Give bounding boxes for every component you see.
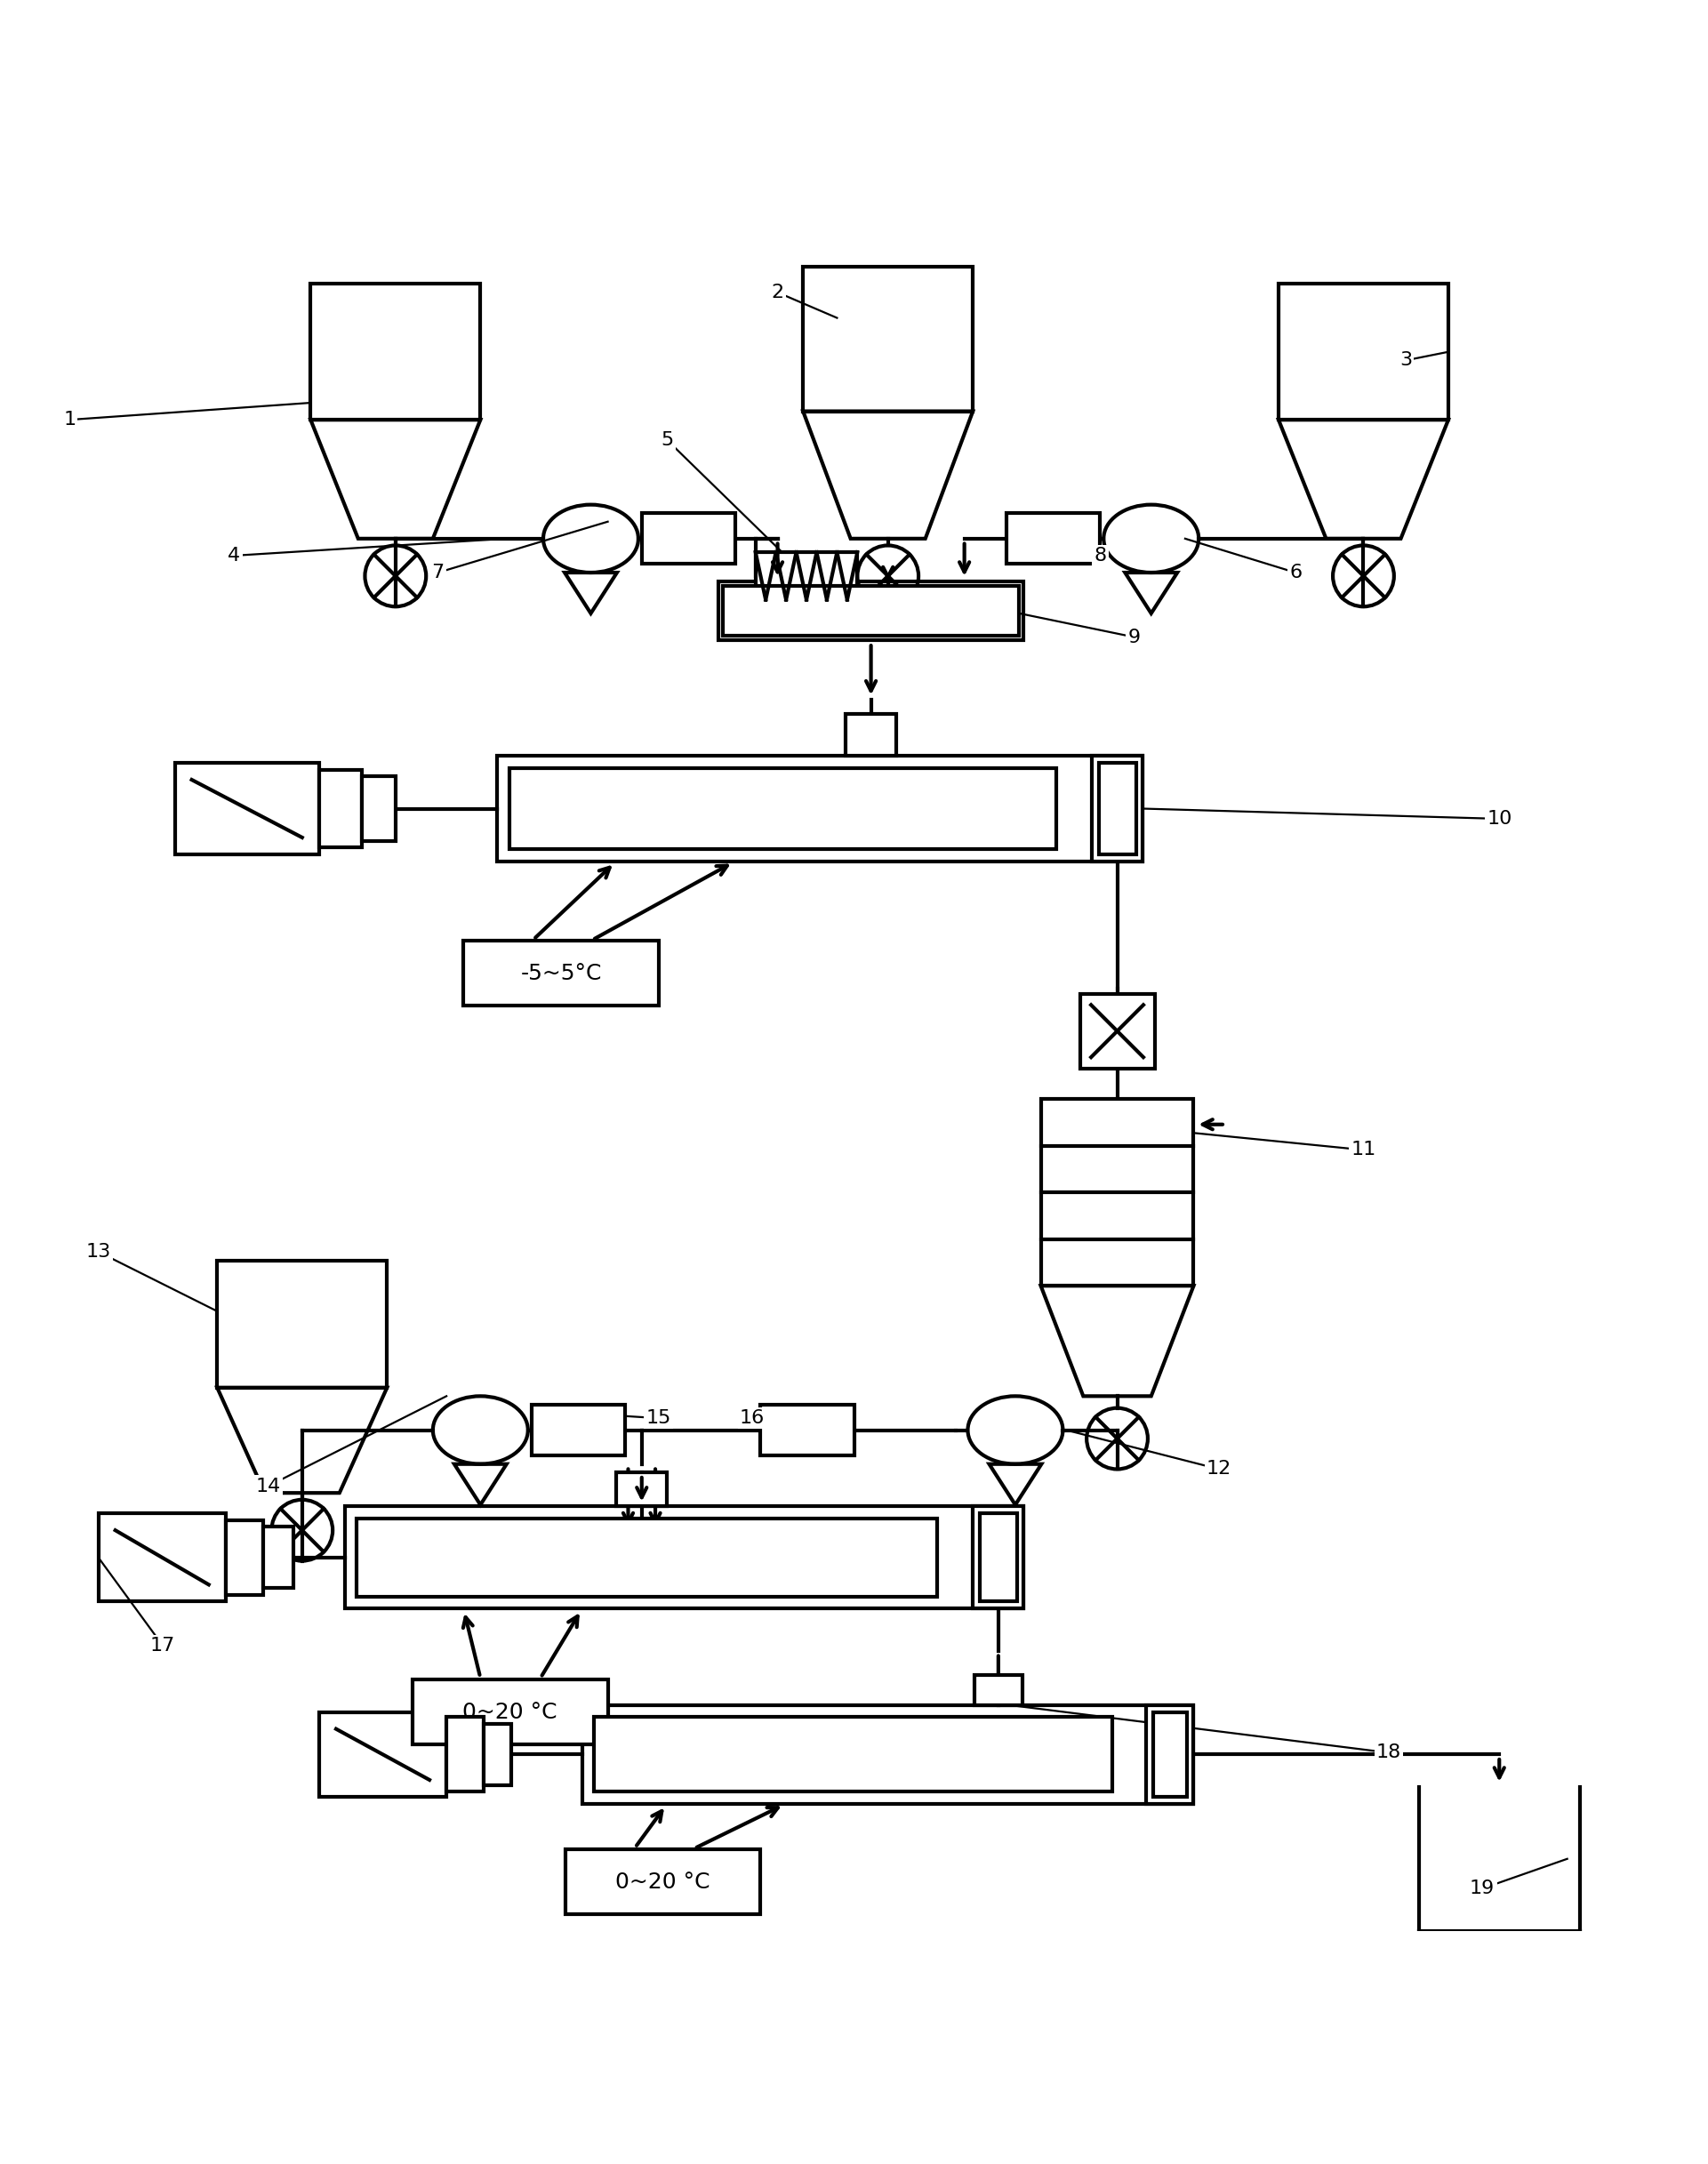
Bar [594, 1716, 1112, 1792]
Bar [1098, 762, 1136, 855]
Bar [483, 1725, 511, 1785]
Text: 17: 17 [150, 1636, 176, 1655]
Bar [642, 513, 734, 565]
Bar [760, 1404, 854, 1456]
Bar [1146, 1705, 1194, 1803]
Text: 5: 5 [661, 431, 673, 450]
Bar [174, 762, 319, 855]
Bar [497, 755, 1143, 861]
Bar [217, 1259, 388, 1387]
Text: 1: 1 [63, 411, 75, 428]
Bar [1079, 993, 1155, 1069]
Bar [974, 1506, 1023, 1608]
Bar [357, 1519, 938, 1597]
Bar [1279, 283, 1448, 420]
Text: 6: 6 [1290, 563, 1301, 582]
Text: 9: 9 [1127, 628, 1141, 647]
Bar [263, 1528, 294, 1588]
Text: 4: 4 [227, 547, 241, 565]
Bar [463, 941, 659, 1006]
Bar [975, 1675, 1021, 1705]
Bar [1040, 1099, 1194, 1285]
Bar [1153, 1712, 1187, 1796]
Text: -5~5°C: -5~5°C [521, 963, 601, 985]
Text: 12: 12 [1206, 1461, 1231, 1478]
Text: 14: 14 [256, 1478, 280, 1495]
Bar [755, 552, 857, 599]
Text: 11: 11 [1351, 1140, 1377, 1158]
Text: 7: 7 [432, 563, 444, 582]
Bar [722, 586, 1018, 636]
Text: 3: 3 [1399, 351, 1413, 370]
Bar [446, 1716, 483, 1792]
Bar [362, 777, 396, 842]
Bar [531, 1404, 625, 1456]
Bar [803, 266, 974, 411]
Text: 18: 18 [1377, 1744, 1402, 1761]
Bar [99, 1513, 225, 1601]
Bar [319, 770, 362, 848]
Bar [582, 1705, 1194, 1803]
Text: 0~20 °C: 0~20 °C [463, 1701, 557, 1723]
Text: 2: 2 [772, 283, 784, 301]
Bar [980, 1513, 1016, 1601]
Bar [319, 1712, 446, 1796]
Text: 16: 16 [740, 1409, 765, 1426]
Bar [717, 582, 1023, 641]
Text: 0~20 °C: 0~20 °C [615, 1872, 711, 1894]
Text: 19: 19 [1471, 1881, 1494, 1898]
Bar [345, 1506, 1023, 1608]
Bar [413, 1679, 608, 1744]
Bar [1091, 755, 1143, 861]
Bar [565, 1850, 760, 1913]
Text: 13: 13 [85, 1242, 111, 1262]
Bar [617, 1472, 668, 1506]
Bar [225, 1519, 263, 1595]
Bar [845, 714, 897, 755]
Text: 10: 10 [1486, 809, 1512, 827]
Bar [311, 283, 480, 420]
Text: 8: 8 [1093, 547, 1107, 565]
Text: 15: 15 [646, 1409, 671, 1426]
Bar [1006, 513, 1100, 565]
Bar [509, 768, 1056, 850]
